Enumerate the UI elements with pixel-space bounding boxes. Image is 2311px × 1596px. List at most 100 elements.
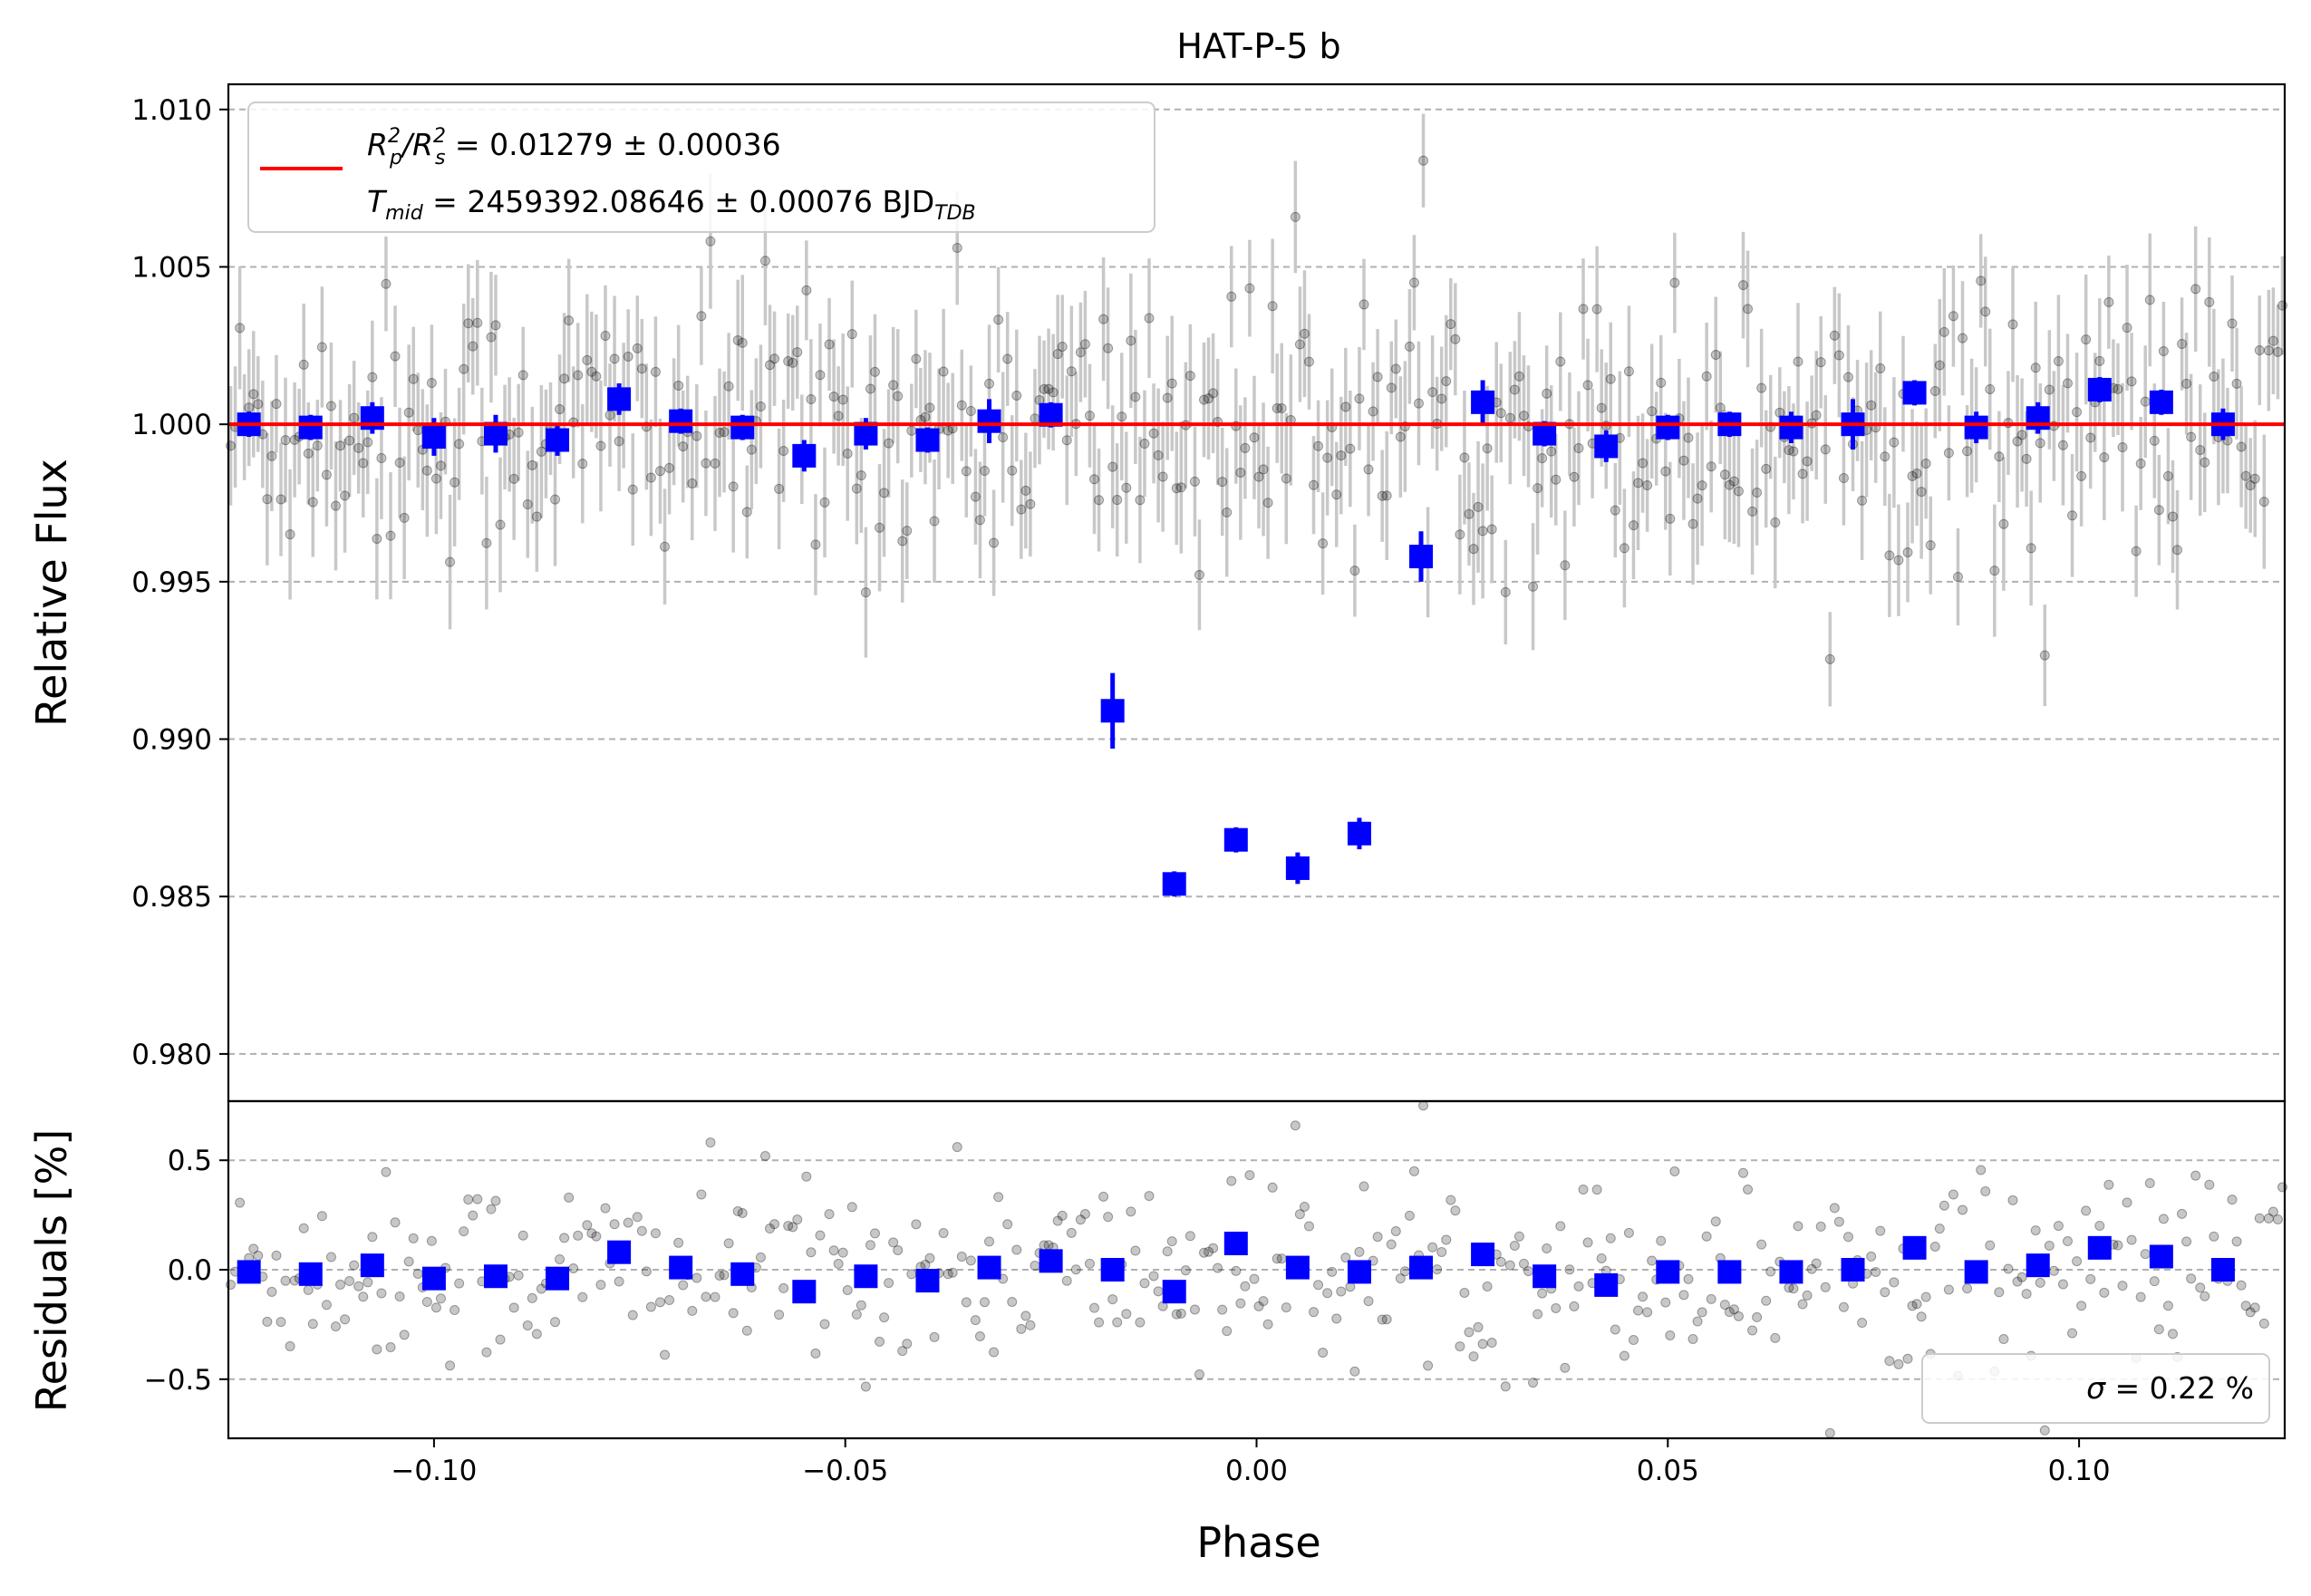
- residual-raw-point: [1226, 1175, 1237, 1186]
- raw-point: [1249, 432, 1260, 443]
- residual-raw-point: [2035, 1277, 2045, 1288]
- raw-point: [1098, 314, 1109, 324]
- raw-point: [1537, 453, 1548, 464]
- raw-point: [586, 366, 597, 377]
- residual-raw-point: [1290, 1120, 1301, 1131]
- residual-raw-point: [2149, 1276, 2160, 1287]
- raw-point: [1313, 440, 1324, 451]
- raw-point: [1130, 392, 1141, 402]
- residual-raw-point: [1386, 1239, 1397, 1250]
- raw-point: [2026, 543, 2036, 554]
- residual-raw-point: [1381, 1314, 1392, 1325]
- residual-binned-point: [1409, 1255, 1434, 1280]
- residual-raw-point: [2158, 1214, 2169, 1224]
- residual-raw-point: [1464, 1327, 1475, 1338]
- raw-point: [1262, 498, 1273, 508]
- raw-point: [1446, 319, 1456, 330]
- raw-point: [1980, 306, 1991, 317]
- residual-raw-point: [1582, 1237, 1593, 1248]
- raw-point: [856, 470, 866, 481]
- residual-raw-point: [1171, 1309, 1182, 1320]
- raw-point: [2126, 376, 2137, 387]
- raw-point: [1939, 326, 1949, 337]
- residual-raw-point: [1733, 1311, 1744, 1321]
- residual-raw-point: [1551, 1302, 1562, 1313]
- residual-raw-point: [911, 1219, 922, 1230]
- residual-raw-point: [860, 1381, 871, 1392]
- x-axis-label: Phase: [1196, 1518, 1320, 1567]
- residual-raw-point: [1089, 1302, 1100, 1313]
- residual-raw-point: [1743, 1184, 1754, 1195]
- residual-binned-point: [1533, 1264, 1557, 1289]
- raw-point: [2195, 445, 2206, 456]
- residual-raw-point: [1893, 1359, 1904, 1369]
- raw-point: [710, 458, 720, 469]
- raw-point: [513, 427, 524, 438]
- raw-point: [1770, 517, 1781, 528]
- residual-raw-point: [1359, 1181, 1369, 1192]
- residual-raw-point: [303, 1284, 314, 1295]
- residual-raw-point: [1222, 1326, 1233, 1337]
- raw-point: [1294, 339, 1305, 350]
- residual-raw-point: [1628, 1335, 1639, 1346]
- raw-point: [1793, 356, 1803, 367]
- residual-raw-point: [1623, 1227, 1634, 1238]
- residual-binned-point: [1100, 1258, 1125, 1282]
- residual-raw-point: [349, 1260, 360, 1271]
- raw-point: [604, 410, 615, 421]
- raw-point: [1638, 458, 1649, 469]
- raw-point: [956, 400, 967, 411]
- raw-point: [1235, 467, 1246, 478]
- residual-raw-point: [513, 1270, 524, 1281]
- raw-point: [819, 497, 830, 508]
- raw-point: [1857, 495, 1868, 506]
- raw-point: [1962, 446, 1973, 457]
- raw-point: [490, 320, 501, 331]
- raw-point: [792, 347, 803, 358]
- raw-point: [687, 478, 698, 488]
- raw-point: [1929, 385, 1940, 396]
- residual-raw-point: [801, 1171, 812, 1182]
- residual-raw-point: [1591, 1185, 1602, 1195]
- residual-raw-point: [376, 1288, 387, 1299]
- residual-raw-point: [385, 1342, 396, 1353]
- residual-raw-point: [1070, 1264, 1081, 1275]
- raw-point: [1107, 461, 1118, 472]
- raw-point: [577, 459, 588, 469]
- residual-raw-point: [1765, 1266, 1776, 1277]
- raw-point: [1500, 586, 1511, 597]
- residual-raw-point: [408, 1233, 419, 1243]
- residual-raw-point: [1884, 1356, 1895, 1367]
- raw-point: [454, 439, 465, 450]
- raw-point: [1016, 504, 1027, 515]
- raw-point: [285, 529, 295, 540]
- raw-point: [1455, 529, 1465, 540]
- raw-point: [701, 458, 711, 469]
- residual-raw-point: [2085, 1273, 2096, 1284]
- residual-raw-point: [1994, 1287, 2005, 1298]
- residual-raw-point: [778, 1282, 789, 1293]
- raw-point: [2140, 396, 2151, 407]
- binned-point: [1162, 872, 1186, 896]
- residual-raw-point: [837, 1247, 848, 1258]
- binned-point: [977, 409, 1001, 433]
- raw-point: [1345, 443, 1356, 454]
- residual-raw-point: [2245, 1307, 2256, 1318]
- raw-point: [1267, 301, 1278, 312]
- raw-point: [248, 389, 259, 400]
- residual-raw-point: [1665, 1330, 1676, 1340]
- residual-raw-point: [454, 1278, 465, 1289]
- raw-point: [1030, 413, 1040, 424]
- residual-binned-point: [730, 1262, 755, 1286]
- residual-binned-point: [1717, 1260, 1742, 1284]
- raw-point: [1958, 333, 1968, 343]
- residual-raw-point: [1578, 1184, 1589, 1195]
- raw-point: [2035, 438, 2045, 449]
- residual-raw-point: [1985, 1240, 1996, 1251]
- raw-point: [289, 434, 300, 445]
- raw-point: [1784, 445, 1794, 456]
- raw-point: [1094, 495, 1105, 506]
- residual-binned-point: [915, 1269, 940, 1293]
- raw-point: [1504, 412, 1515, 423]
- residual-raw-point: [1473, 1321, 1484, 1332]
